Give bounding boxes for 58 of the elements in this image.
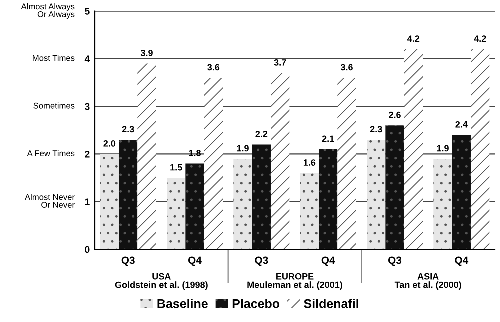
bar [300, 173, 319, 250]
text: EUROPE Meuleman et al. (2001) [248, 273, 342, 290]
x-tick-label: Q4 [322, 256, 336, 266]
bar [234, 159, 252, 250]
data-label: 2.3 [370, 126, 382, 133]
text: Sometimes [34, 102, 75, 109]
x-tick-label: Q3 [255, 256, 268, 266]
bar [204, 78, 223, 250]
bar [100, 154, 119, 250]
bar [186, 164, 204, 250]
data-label: 2.0 [104, 140, 116, 147]
bar [386, 126, 404, 250]
data-label: 1.6 [304, 160, 316, 166]
data-label: 4.2 [408, 36, 420, 42]
text: Almost Always Or Always [21, 4, 75, 20]
bar [252, 144, 271, 250]
data-label: 3.6 [208, 64, 220, 71]
y-tick-label: 3 [84, 103, 90, 110]
text: USA Goldstein et al. (1998) [115, 273, 208, 290]
bar [434, 159, 452, 250]
legend-label: Baseline [158, 299, 208, 308]
bar [367, 140, 386, 250]
legend-label: Placebo [232, 299, 280, 308]
bar [338, 78, 356, 250]
y-tick-label: 4 [84, 56, 90, 62]
text: Most Times [33, 55, 75, 62]
bar [319, 149, 338, 250]
bar [119, 140, 138, 250]
data-label: 4.2 [474, 36, 486, 42]
data-label: 2.1 [322, 136, 334, 142]
data-label: 2.6 [389, 112, 401, 118]
y-tick-label: 5 [85, 8, 90, 15]
text: A Few Times [27, 150, 75, 156]
y-tick-label: 2 [85, 150, 90, 158]
data-label: 3.6 [340, 64, 353, 71]
data-label: 1.9 [237, 145, 249, 152]
bar [138, 64, 156, 250]
data-label: 2.2 [256, 130, 268, 138]
bar [271, 73, 290, 250]
legend-label: Sildenafil [304, 299, 358, 308]
data-label: 3.7 [274, 59, 286, 66]
data-label: 1.9 [437, 145, 449, 152]
x-tick-label: Q3 [388, 256, 402, 266]
x-tick-label: Q4 [455, 256, 469, 266]
y-tick-label: 1 [85, 198, 90, 206]
y-tick-label: 0 [85, 246, 90, 254]
data-label: 2.3 [122, 126, 134, 133]
x-tick-label: Q4 [188, 256, 202, 266]
bar [452, 135, 471, 250]
data-label: 2.4 [456, 121, 468, 128]
bar [404, 49, 423, 250]
text: ASIA Tan et al. (2000) [394, 273, 462, 290]
bar [167, 178, 186, 250]
data-label: 1.5 [170, 164, 182, 171]
bar [471, 49, 490, 250]
text: Almost Never Or Never [25, 194, 75, 208]
data-label: 3.9 [140, 50, 153, 56]
x-tick-label: Q3 [122, 256, 135, 266]
